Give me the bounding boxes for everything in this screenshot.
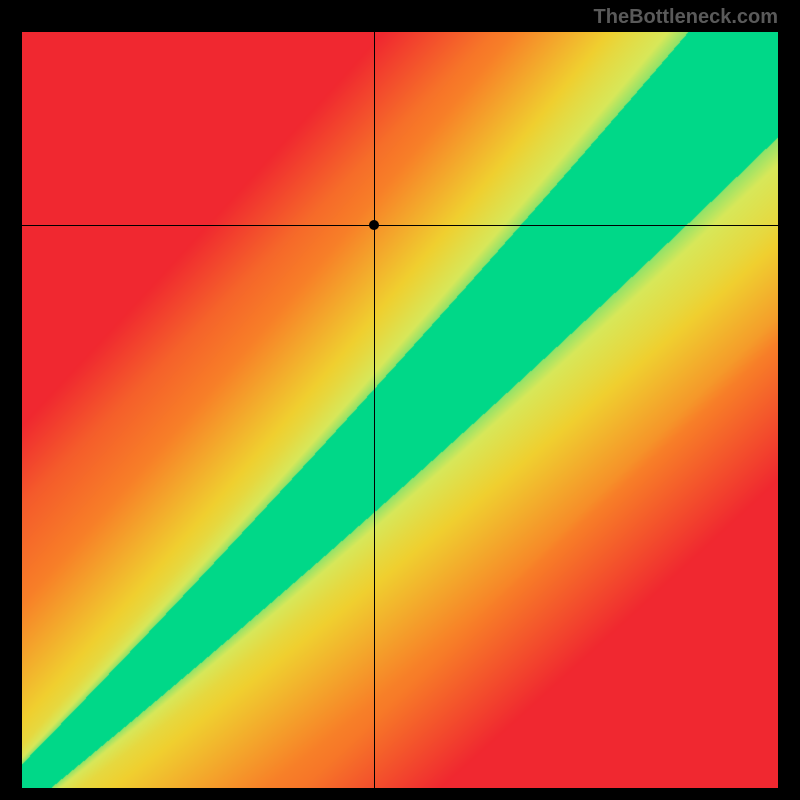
heatmap-chart	[22, 32, 778, 788]
crosshair-horizontal	[22, 225, 778, 226]
watermark-text: TheBottleneck.com	[594, 6, 778, 29]
crosshair-vertical	[374, 32, 375, 788]
crosshair-marker	[369, 220, 379, 230]
heatmap-canvas	[22, 32, 778, 788]
